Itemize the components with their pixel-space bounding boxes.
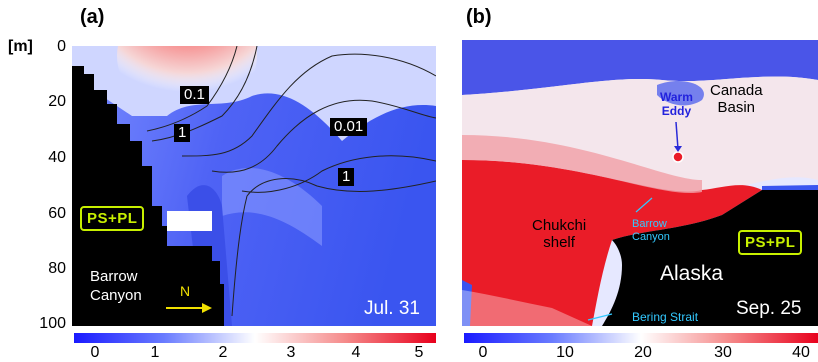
eddy-pointer xyxy=(675,121,679,150)
north-blue-band xyxy=(462,40,818,95)
barrow-canyon-map-line1: Barrow xyxy=(632,218,667,230)
map-panel xyxy=(462,40,818,326)
warm-eddy-marker xyxy=(672,151,684,163)
contour-line-1 xyxy=(146,46,238,132)
cb-a-tick-3: 3 xyxy=(286,344,296,361)
cb-a-tick-4: 4 xyxy=(351,344,361,361)
chukchi-shelf-line2: shelf xyxy=(543,234,575,251)
cb-a-tick-1: 1 xyxy=(150,344,160,361)
bering-strait-label: Bering Strait xyxy=(632,310,699,324)
panel-a-label: (a) xyxy=(80,6,105,28)
panel-a-region-badge: PS+PL xyxy=(80,206,145,231)
y-tick-0: 0 xyxy=(57,38,66,55)
north-arrow-icon xyxy=(166,303,212,313)
contour-label-1-lower: 1 xyxy=(338,168,355,186)
light-band xyxy=(222,167,322,246)
chukchi-shelf-line1: Chukchi xyxy=(532,217,587,234)
contour-label-0-01: 0.01 xyxy=(330,118,368,136)
basin-blue-patch xyxy=(657,80,704,106)
y-axis-unit: [m] xyxy=(8,38,33,55)
shelf-warm-area xyxy=(462,160,762,326)
y-tick-100: 100 xyxy=(39,315,66,332)
contour-line-5 xyxy=(241,155,436,193)
y-tick-60: 60 xyxy=(48,205,66,222)
north-label: N xyxy=(180,283,191,299)
eddy-pointer-head xyxy=(674,146,682,152)
cb-a-tick-0: 0 xyxy=(90,344,100,361)
contour-line-6 xyxy=(231,178,436,317)
y-tick-80: 80 xyxy=(48,260,66,277)
canyon-pointer xyxy=(635,197,653,213)
canada-basin-line2: Basin xyxy=(717,99,756,116)
cb-a-tick-2: 2 xyxy=(218,344,228,361)
y-tick-20: 20 xyxy=(48,93,66,110)
contour-label-0-1: 0.1 xyxy=(180,86,209,104)
canada-basin-label: Canada Basin xyxy=(710,82,763,116)
cb-b-tick-20: 20 xyxy=(634,344,652,361)
bathymetry-gap xyxy=(167,211,212,231)
coastal-blue-strip xyxy=(762,185,818,190)
cb-b-tick-0: 0 xyxy=(478,344,488,361)
contour-line-3 xyxy=(181,53,436,157)
barrow-canyon-line1: Barrow xyxy=(90,268,138,285)
panel-a-colorbar xyxy=(74,333,436,343)
warm-eddy-line1: Warm xyxy=(660,90,693,104)
y-tick-40: 40 xyxy=(48,149,66,166)
alaska-label: Alaska xyxy=(660,262,724,285)
barrow-canyon-map-line2: Canyon xyxy=(632,231,670,243)
barrow-canyon-map-label: Barrow Canyon xyxy=(632,218,670,244)
bathymetry xyxy=(72,66,224,326)
surface-warm-core xyxy=(117,46,257,116)
panel-b-date: Sep. 25 xyxy=(736,298,802,319)
shelf-pink-margin xyxy=(462,135,702,194)
alaska-land xyxy=(602,190,818,326)
western-blue-strip xyxy=(462,280,472,326)
cb-b-tick-10: 10 xyxy=(556,344,574,361)
chukchi-shelf-label: Chukchi shelf xyxy=(532,217,586,251)
section-plot xyxy=(72,46,436,326)
cb-b-tick-40: 40 xyxy=(792,344,810,361)
strait-pointer xyxy=(587,313,613,321)
panel-a-date: Jul. 31 xyxy=(364,298,420,319)
barrow-canyon-line2: Canyon xyxy=(90,287,142,304)
cb-b-tick-30: 30 xyxy=(714,344,732,361)
cb-a-tick-5: 5 xyxy=(414,344,424,361)
canada-basin-line1: Canada xyxy=(710,82,763,99)
contour-label-1-upper: 1 xyxy=(174,124,191,142)
warm-eddy-line2: Eddy xyxy=(661,104,692,118)
contour-line-4 xyxy=(211,99,436,173)
panel-b-region-badge: PS+PL xyxy=(738,230,803,255)
warm-eddy-label: Warm Eddy xyxy=(660,90,693,118)
panel-b-label: (b) xyxy=(466,6,492,28)
southwest-shore xyxy=(462,290,592,326)
panel-b-colorbar xyxy=(464,333,818,343)
